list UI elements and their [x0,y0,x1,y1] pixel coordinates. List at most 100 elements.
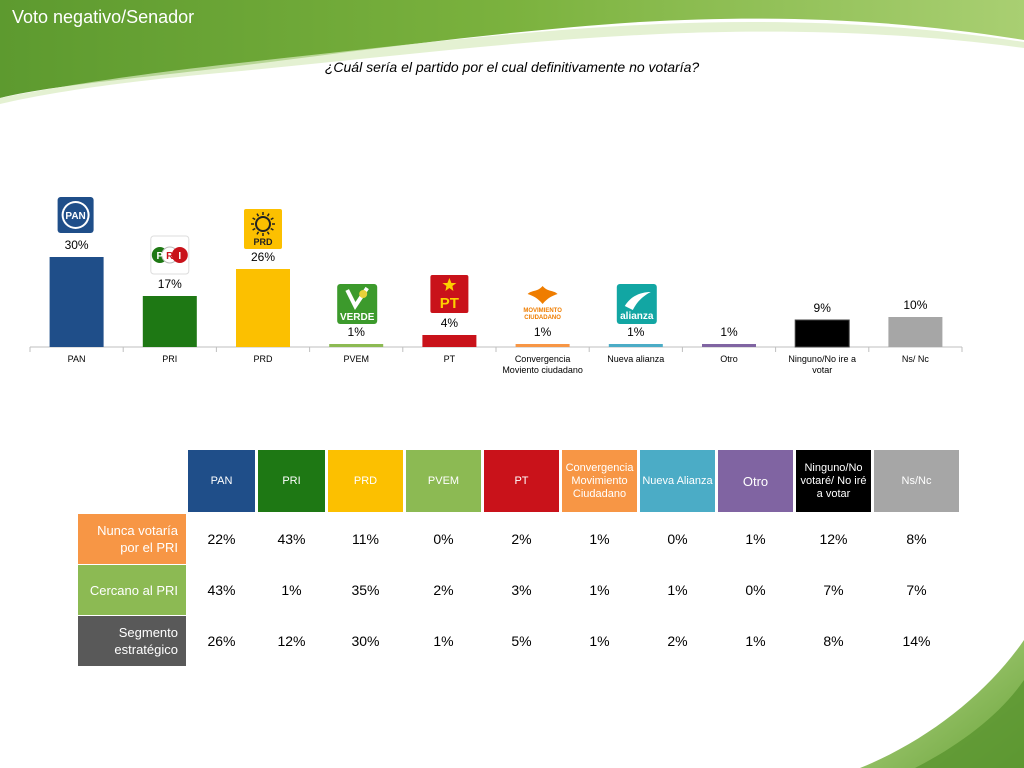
table-cell: 26% [207,633,236,649]
table-cell: 22% [207,531,236,547]
svg-text:R: R [166,251,174,262]
x-tick-label: Ns/ Nc [902,354,930,364]
table-cell: 3% [511,582,532,598]
column-header: Otro [717,449,794,513]
table-cell: 8% [823,633,844,649]
table-cell: 35% [351,582,380,598]
column-header: Convergencia Movimiento Ciudadano [561,449,638,513]
table-cell: 1% [667,582,688,598]
bar [794,319,850,348]
table-cell: 8% [906,531,927,547]
x-tick-label: PRD [253,354,273,364]
svg-text:alianza: alianza [620,311,654,322]
table-cell: 12% [277,633,306,649]
table-cell: 2% [511,531,532,547]
table-cell: 5% [511,633,532,649]
table-cell: 1% [589,633,610,649]
x-tick-label: PAN [68,354,86,364]
svg-text:PT: PT [440,295,459,312]
bar [702,344,756,347]
table-cell: 2% [433,582,454,598]
column-header: PVEM [405,449,482,513]
x-tick-label: Otro [720,354,738,364]
svg-text:I: I [178,251,181,262]
x-tick-label: votar [812,365,832,375]
x-tick-label: Ninguno/No ire a [788,354,856,364]
x-tick-label: Convergencia [515,354,571,364]
table-cell: 7% [906,582,927,598]
data-label: 10% [903,298,927,312]
bar [142,296,197,347]
x-tick-label: PT [444,354,456,364]
column-header: Ninguno/No votaré/ No iré a votar [795,449,872,513]
segment-table: PAN PRI PRD PVEM PT Convergencia Movimiento C… [77,448,961,667]
table-cell: 0% [745,582,766,598]
table-cell: 43% [207,582,236,598]
column-header: PRD [327,449,404,513]
data-label: 4% [441,316,459,330]
table-cell: 0% [667,531,688,547]
svg-text:PAN: PAN [65,211,85,222]
data-label: 1% [534,325,552,339]
table-cell: 43% [277,531,306,547]
data-label: 17% [158,277,182,291]
bar [608,344,663,347]
nueva-alianza-logo: alianza [616,284,657,324]
data-label: 1% [627,325,645,339]
x-tick-label: Nueva alianza [607,354,664,364]
pt-logo: PT [430,275,469,313]
bar [422,335,477,347]
data-label: 1% [348,325,366,339]
bar [515,344,570,347]
bar [49,257,104,347]
svg-text:PRD: PRD [253,237,273,247]
column-header: Nueva Alianza [639,449,716,513]
table-cell: 1% [745,531,766,547]
table-cell: 14% [902,633,931,649]
row-label: Cercano al PRI [78,565,186,615]
table-cell: 1% [745,633,766,649]
bar [888,317,943,347]
table-cell: 7% [823,582,844,598]
column-header: PRI [257,449,326,513]
table-cell: 1% [281,582,302,598]
verde-logo: VERDE [337,284,378,324]
x-tick-label: PVEM [343,354,369,364]
table-corner [78,449,186,513]
column-header: PT [483,449,560,513]
row-label: Nunca votaría por el PRI [78,514,186,564]
bar [329,344,384,347]
svg-text:MOVIMIENTO: MOVIMIENTO [523,308,562,314]
bar [236,269,290,347]
table-cell: 12% [819,531,848,547]
table-row: Nunca votaría por el PRI 22% 43% 11% 0% 2% 1% 0… [78,514,960,564]
svg-text:P: P [156,251,163,262]
table-cell: 0% [433,531,454,547]
data-label: 30% [65,238,89,252]
column-header: Ns/Nc [873,449,960,513]
data-label: 26% [251,250,275,264]
pan-logo: PAN [57,197,94,233]
table-cell: 1% [589,531,610,547]
table-cell: 1% [433,633,454,649]
table-cell: 30% [351,633,380,649]
table-row: Segmento estratégico 26% 12% 30% 1% 5% 1% 2% 1% 8… [78,616,960,666]
data-label: 9% [814,301,832,315]
table-cell: 1% [589,582,610,598]
table-cell: 2% [667,633,688,649]
data-label: 1% [720,325,738,339]
svg-text:VERDE: VERDE [340,312,375,323]
table-cell: 11% [352,531,379,547]
column-header: PAN [187,449,256,513]
x-tick-label: PRI [162,354,177,364]
slide-title: Voto negativo/Senador [12,7,195,27]
bar-chart: 30% PAN 17% PRI 26% PRD 1% PVEM 4% PT 1% Convergenc… [29,197,963,375]
chart-question: ¿Cuál sería el partido por el cual defin… [324,59,700,75]
prd-logo: PRD [244,209,282,249]
table-row: Cercano al PRI 43% 1% 35% 2% 3% 1% 1% 0% 7% 7% [78,565,960,615]
row-label: Segmento estratégico [78,616,186,666]
x-tick-label: Moviento ciudadano [502,365,583,375]
